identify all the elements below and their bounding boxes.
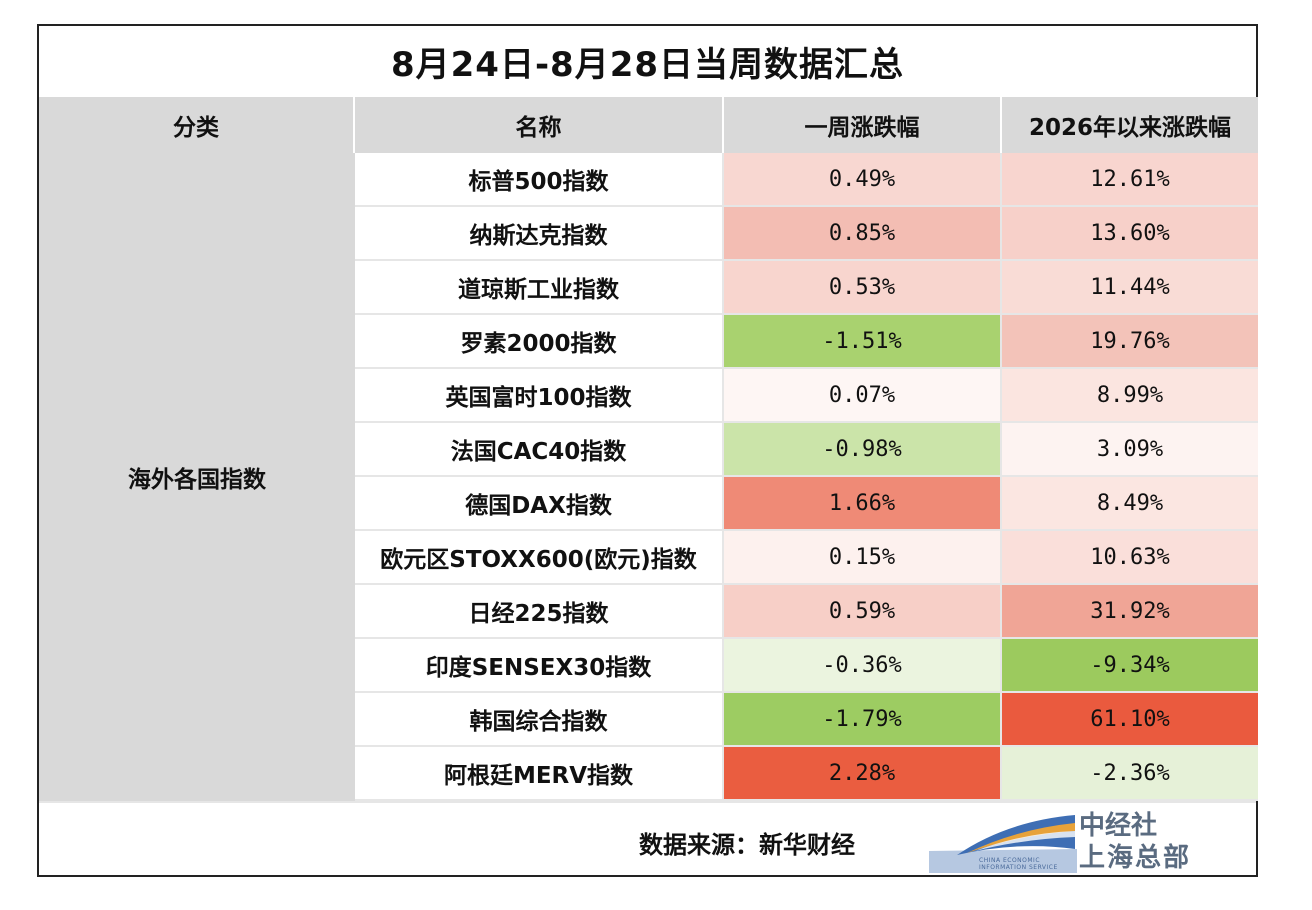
summary-table: 8月24日-8月28日当周数据汇总 分类 名称 一周涨跌幅 2026年以来涨跌幅…: [37, 24, 1258, 877]
table-row: 道琼斯工业指数 0.53% 11.44%: [355, 261, 1258, 315]
index-name-cell: 日经225指数: [355, 585, 724, 639]
logo-swoosh-icon: [929, 815, 1077, 873]
index-name-cell: 韩国综合指数: [355, 693, 724, 747]
ytd-change-cell: 10.63%: [1002, 531, 1258, 585]
index-name-cell: 罗素2000指数: [355, 315, 724, 369]
table-row: 纳斯达克指数 0.85% 13.60%: [355, 207, 1258, 261]
table-row: 罗素2000指数 -1.51% 19.76%: [355, 315, 1258, 369]
index-name-cell: 德国DAX指数: [355, 477, 724, 531]
index-name-cell: 阿根廷MERV指数: [355, 747, 724, 801]
index-name-cell: 欧元区STOXX600(欧元)指数: [355, 531, 724, 585]
table-row: 韩国综合指数 -1.79% 61.10%: [355, 693, 1258, 747]
data-source-text: 数据来源：新华财经: [639, 831, 855, 859]
week-change-cell: 2.28%: [724, 747, 1002, 801]
index-name-cell: 印度SENSEX30指数: [355, 639, 724, 693]
week-change-cell: 0.85%: [724, 207, 1002, 261]
ytd-change-cell: -2.36%: [1002, 747, 1258, 801]
table-row: 印度SENSEX30指数 -0.36% -9.34%: [355, 639, 1258, 693]
ytd-change-cell: 19.76%: [1002, 315, 1258, 369]
ytd-change-cell: 61.10%: [1002, 693, 1258, 747]
header-name: 名称: [355, 97, 724, 153]
index-name-cell: 纳斯达克指数: [355, 207, 724, 261]
table-row: 欧元区STOXX600(欧元)指数 0.15% 10.63%: [355, 531, 1258, 585]
week-change-cell: 0.07%: [724, 369, 1002, 423]
week-change-cell: -0.36%: [724, 639, 1002, 693]
logo-chinese-line1: 中经社: [1079, 811, 1158, 841]
week-change-cell: 1.66%: [724, 477, 1002, 531]
index-name-cell: 英国富时100指数: [355, 369, 724, 423]
week-change-cell: -1.79%: [724, 693, 1002, 747]
logo-english-line2: INFORMATION SERVICE: [979, 864, 1058, 871]
company-logo: CHINA ECONOMIC INFORMATION SERVICE 中经社 上…: [927, 811, 1217, 873]
table-row: 阿根廷MERV指数 2.28% -2.36%: [355, 747, 1258, 801]
index-name-cell: 标普500指数: [355, 153, 724, 207]
index-name-cell: 法国CAC40指数: [355, 423, 724, 477]
week-change-cell: -1.51%: [724, 315, 1002, 369]
table-row: 英国富时100指数 0.07% 8.99%: [355, 369, 1258, 423]
ytd-change-cell: 13.60%: [1002, 207, 1258, 261]
table-row: 法国CAC40指数 -0.98% 3.09%: [355, 423, 1258, 477]
week-change-cell: 0.59%: [724, 585, 1002, 639]
category-cell: 海外各国指数: [39, 153, 355, 801]
ytd-change-cell: 12.61%: [1002, 153, 1258, 207]
week-change-cell: -0.98%: [724, 423, 1002, 477]
week-change-cell: 0.15%: [724, 531, 1002, 585]
table-row: 日经225指数 0.59% 31.92%: [355, 585, 1258, 639]
table-row: 德国DAX指数 1.66% 8.49%: [355, 477, 1258, 531]
ytd-change-cell: 11.44%: [1002, 261, 1258, 315]
header-category: 分类: [39, 97, 355, 153]
table-row: 标普500指数 0.49% 12.61%: [355, 153, 1258, 207]
week-change-cell: 0.49%: [724, 153, 1002, 207]
logo-english-line1: CHINA ECONOMIC: [979, 857, 1041, 864]
ytd-change-cell: 8.49%: [1002, 477, 1258, 531]
header-ytd-change: 2026年以来涨跌幅: [1002, 97, 1258, 153]
index-name-cell: 道琼斯工业指数: [355, 261, 724, 315]
ytd-change-cell: 31.92%: [1002, 585, 1258, 639]
ytd-change-cell: 3.09%: [1002, 423, 1258, 477]
logo-chinese-line2: 上海总部: [1079, 843, 1192, 873]
footer: 数据来源：新华财经 CHINA ECONOMIC INFORMATION SER…: [39, 801, 1256, 877]
page-title: 8月24日-8月28日当周数据汇总: [390, 45, 905, 85]
header-week-change: 一周涨跌幅: [724, 97, 1002, 153]
ytd-change-cell: -9.34%: [1002, 639, 1258, 693]
ytd-change-cell: 8.99%: [1002, 369, 1258, 423]
week-change-cell: 0.53%: [724, 261, 1002, 315]
